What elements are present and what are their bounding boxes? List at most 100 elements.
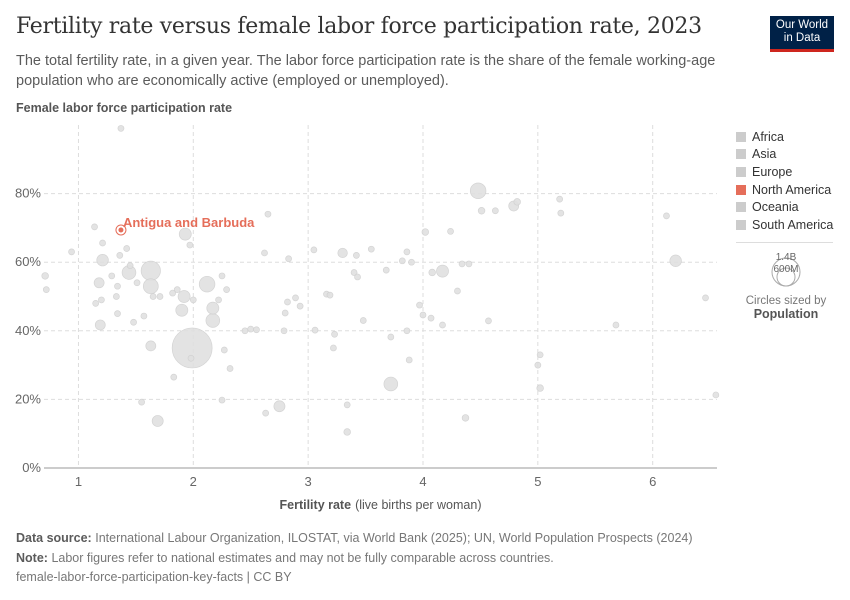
owid-logo[interactable]: Our World in Data (770, 16, 834, 52)
data-point (405, 356, 413, 364)
data-point (669, 254, 682, 267)
data-point (359, 317, 367, 324)
data-point (612, 321, 620, 329)
data-point (284, 298, 291, 306)
data-point (94, 319, 106, 331)
data-point (403, 248, 411, 256)
data-point (171, 327, 213, 369)
slug-license[interactable]: female-labor-force-participation-key-fac… (16, 570, 292, 584)
data-point (477, 207, 486, 215)
data-point (421, 228, 429, 236)
data-point (140, 312, 148, 320)
logo-text: Our World in Data (775, 19, 829, 44)
legend-swatch (736, 149, 746, 160)
data-point (383, 376, 399, 392)
data-point (367, 245, 375, 253)
data-point (382, 266, 390, 274)
data-point (419, 311, 427, 319)
data-point (133, 279, 141, 287)
legend-swatch (736, 184, 746, 195)
data-point (534, 361, 542, 369)
data-point (241, 327, 249, 335)
data-point (206, 301, 220, 315)
data-point (712, 391, 720, 399)
data-point (92, 300, 100, 307)
source-text: International Labour Organization, ILOST… (95, 531, 693, 545)
data-point (145, 340, 157, 352)
data-point (326, 291, 334, 299)
x-tick-label: 4 (419, 474, 426, 489)
data-point (261, 249, 268, 257)
x-tick-label: 5 (534, 474, 541, 489)
data-point (439, 321, 446, 329)
legend-label: Oceania (752, 200, 799, 215)
y-axis-label: Female labor force participation rate (16, 101, 233, 115)
data-point (663, 212, 670, 220)
data-point (337, 247, 348, 259)
data-point (126, 262, 134, 269)
data-point (536, 384, 544, 392)
data-point (485, 317, 492, 325)
x-tick-label: 3 (305, 474, 312, 489)
legend-item-europe[interactable]: Europe (736, 163, 833, 181)
data-point (253, 326, 260, 334)
data-point (218, 272, 226, 280)
sized-by-variable: Population (753, 307, 819, 321)
data-point (536, 351, 544, 359)
data-point (114, 282, 121, 290)
data-point (458, 260, 466, 268)
legend-item-africa[interactable]: Africa (736, 128, 833, 146)
legend-item-oceania[interactable]: Oceania (736, 198, 833, 216)
size-legend: 1.4B 600M Circles sized by Population (736, 250, 836, 321)
highlight-label: Antigua and Barbuda (123, 215, 255, 230)
data-point (343, 428, 351, 436)
data-point (387, 333, 395, 341)
data-point (408, 258, 415, 266)
data-point (556, 195, 564, 203)
data-point (350, 269, 358, 276)
data-point (114, 310, 121, 317)
data-point (187, 354, 195, 362)
data-point (177, 290, 191, 303)
data-point (398, 257, 406, 265)
data-point (403, 327, 411, 335)
legend-item-asia[interactable]: Asia (736, 146, 833, 164)
legend-swatch (736, 202, 746, 213)
data-point (436, 264, 449, 278)
legend-item-south-america[interactable]: South America (736, 216, 833, 234)
legend-label: Europe (752, 164, 793, 179)
data-point (273, 400, 286, 413)
data-point (262, 409, 270, 417)
data-point (91, 223, 98, 231)
data-point (140, 260, 161, 281)
legend-divider (736, 242, 833, 243)
data-point (428, 268, 436, 277)
legend-label: South America (752, 217, 834, 232)
legend-label: North America (752, 182, 832, 197)
data-point (220, 346, 228, 354)
data-point (116, 251, 124, 259)
region-legend: Africa Asia Europe North America Oceania Sout… (736, 128, 833, 234)
data-point (113, 293, 120, 300)
data-point (281, 309, 289, 317)
data-point (353, 251, 360, 259)
data-point (454, 287, 461, 295)
data-point (93, 277, 105, 289)
data-point (354, 273, 361, 281)
data-point (292, 294, 299, 302)
footer: Data source: International Labour Organi… (16, 529, 693, 588)
data-point (285, 255, 292, 263)
y-tick-label: 80% (15, 186, 41, 201)
data-point (447, 227, 454, 235)
data-point (98, 296, 105, 304)
data-point (99, 239, 106, 247)
data-point (343, 401, 351, 409)
highlight-point (118, 227, 124, 233)
data-point (296, 302, 304, 310)
data-point (41, 272, 49, 280)
legend-item-north-america[interactable]: North America (736, 181, 833, 199)
data-point (68, 248, 75, 256)
x-tick-label: 6 (649, 474, 656, 489)
